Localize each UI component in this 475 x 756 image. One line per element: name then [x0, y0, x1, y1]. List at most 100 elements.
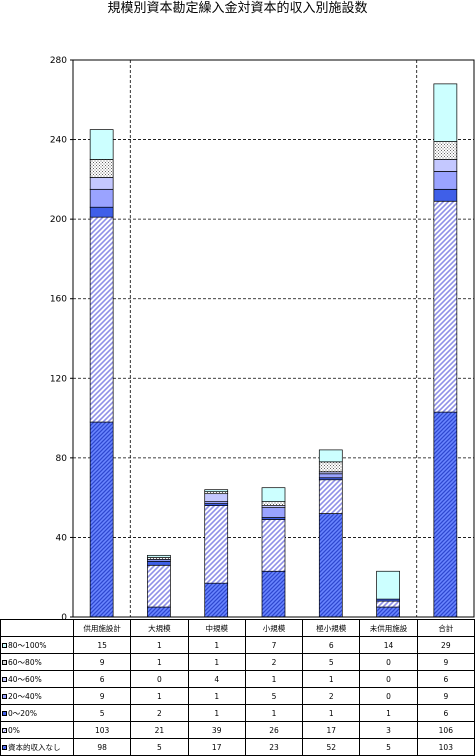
- table-row: 20～40% 9 1 1 5 2 0 9: [0, 687, 475, 705]
- bar-segment: [318, 513, 343, 618]
- category-label: 大規模: [130, 619, 189, 637]
- bar-segment: [318, 479, 343, 514]
- series-legend-cell: 0%: [0, 721, 74, 739]
- data-value: 103: [416, 738, 475, 756]
- data-value: 0: [130, 670, 189, 688]
- category-label: 未供用施設: [359, 619, 418, 637]
- data-value: 5: [72, 704, 132, 722]
- table-row: 40～60% 6 0 4 1 1 0 6: [0, 670, 475, 688]
- plot-frame: [72, 59, 475, 618]
- data-value: 1: [244, 670, 304, 688]
- table-row: 0% 103 21 39 26 17 3 106: [0, 721, 475, 739]
- category-label: 極小規模: [302, 619, 361, 637]
- table-row: 0～20% 5 2 1 1 1 1 6: [0, 704, 475, 722]
- data-value: 1: [244, 704, 304, 722]
- data-value: 1: [187, 687, 246, 705]
- data-value: 17: [187, 738, 246, 756]
- data-value: 9: [72, 687, 132, 705]
- series-name: 40～60%: [8, 674, 42, 684]
- series-name: 60～80%: [8, 657, 42, 667]
- table-row: 60～80% 9 1 1 2 5 0 9: [0, 653, 475, 671]
- legend-swatch: [2, 694, 7, 699]
- series-name: 20～40%: [8, 691, 42, 701]
- data-value: 103: [72, 721, 132, 739]
- data-value: 5: [244, 687, 304, 705]
- bar-segment: [261, 519, 286, 572]
- data-value: 0: [359, 670, 418, 688]
- data-value: 2: [130, 704, 189, 722]
- series-name: 資本的収入なし: [8, 742, 61, 752]
- category-label: 小規模: [244, 619, 304, 637]
- table-corner: [0, 619, 74, 637]
- data-value: 1: [130, 636, 189, 654]
- bar-segment: [147, 606, 171, 618]
- data-value: 39: [187, 721, 246, 739]
- data-value: 7: [244, 636, 304, 654]
- bar-segment: [204, 489, 229, 493]
- y-tick-label: 120: [50, 374, 67, 384]
- data-value: 21: [130, 721, 189, 739]
- bar-segment: [376, 600, 400, 608]
- series-legend-cell: 0～20%: [0, 704, 74, 722]
- bar-segment: [433, 83, 458, 142]
- legend-swatch: [2, 677, 7, 682]
- data-value: 6: [72, 670, 132, 688]
- bar-segment: [89, 177, 114, 190]
- bar-segment: [147, 554, 171, 558]
- bar-segment: [147, 560, 171, 566]
- data-value: 5: [359, 738, 418, 756]
- data-value: 106: [416, 721, 475, 739]
- data-value: 0: [359, 687, 418, 705]
- bar-segment: [318, 449, 343, 463]
- data-value: 23: [244, 738, 304, 756]
- legend-swatch: [2, 660, 7, 665]
- legend-swatch: [2, 643, 7, 648]
- y-tick-label: 0: [61, 613, 67, 620]
- bar-segment: [433, 411, 458, 618]
- data-value: 1: [187, 636, 246, 654]
- bar-segment: [89, 421, 114, 618]
- series-legend-cell: 40～60%: [0, 670, 74, 688]
- bar-segment: [204, 582, 229, 618]
- bars-layer: [89, 83, 458, 618]
- plot-area: 0 40 80 120 160 200 240 280: [50, 56, 475, 620]
- data-value: 1: [187, 653, 246, 671]
- table-header-row: 供用施設計 大規模 中規模 小規模 極小規模 未供用施設 合計: [0, 619, 475, 637]
- category-label: 合計: [416, 619, 475, 637]
- data-value: 1: [130, 687, 189, 705]
- legend-swatch: [2, 728, 7, 733]
- y-tick-label: 160: [50, 295, 67, 305]
- bar-segment: [318, 473, 343, 479]
- data-value: 29: [416, 636, 475, 654]
- series-legend-cell: 80～100%: [0, 636, 74, 654]
- bar-segment: [376, 570, 400, 600]
- data-value: 1: [359, 704, 418, 722]
- chart-title: 規模別資本勘定繰入金対資本的収入別施設数: [107, 1, 368, 16]
- y-tick-label: 200: [50, 215, 67, 225]
- bar-segment: [261, 487, 286, 502]
- data-value: 6: [416, 670, 475, 688]
- bar-segment: [261, 570, 286, 618]
- bar-segment: [261, 501, 286, 506]
- series-name: 0～20%: [8, 708, 37, 718]
- data-value: 4: [187, 670, 246, 688]
- bar-segment: [433, 171, 458, 190]
- data-value: 17: [302, 721, 361, 739]
- data-value: 98: [72, 738, 132, 756]
- bar-segment: [433, 188, 458, 202]
- data-value: 26: [244, 721, 304, 739]
- data-value: 52: [302, 738, 361, 756]
- data-value: 1: [302, 670, 361, 688]
- category-label: 中規模: [187, 619, 246, 637]
- bar-segment: [89, 129, 114, 160]
- table-row: 80～100% 15 1 1 7 6 14 29: [0, 636, 475, 654]
- bar-segment: [204, 493, 229, 502]
- axis-layer: 0 40 80 120 160 200 240 280: [50, 56, 475, 620]
- data-value: 9: [416, 687, 475, 705]
- data-value: 5: [302, 653, 361, 671]
- data-value: 9: [416, 653, 475, 671]
- bar-segment: [433, 159, 458, 172]
- y-tick-label: 40: [56, 533, 68, 543]
- bar-segment: [433, 200, 458, 413]
- bar-segment: [376, 606, 400, 618]
